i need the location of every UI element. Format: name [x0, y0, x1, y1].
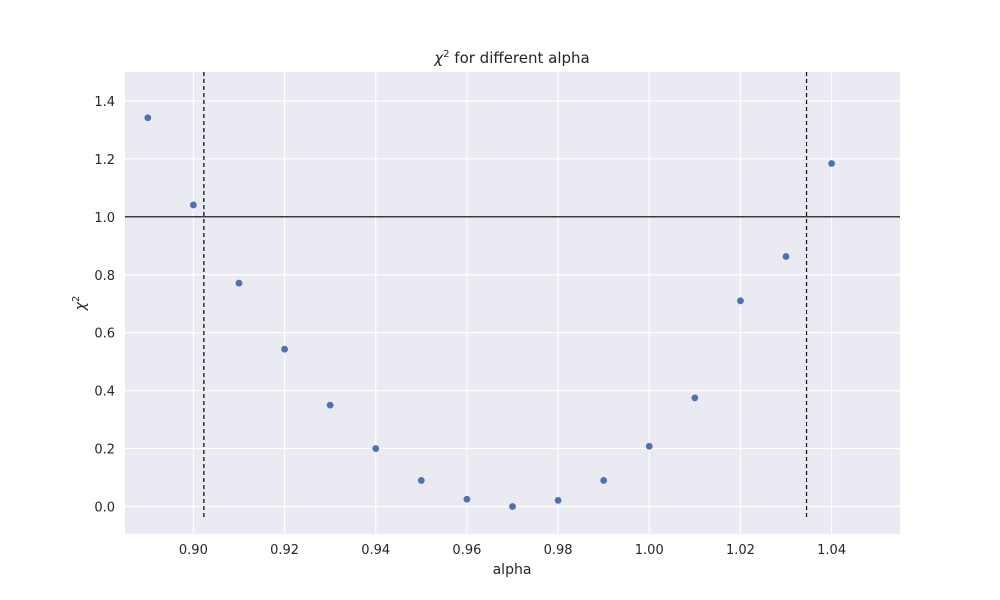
y-axis-label: χ2 — [71, 296, 89, 312]
y-tick-labels: 0.0 0.2 0.4 0.6 0.8 1.0 1.2 1.4 — [94, 95, 115, 516]
x-tick-label: 0.96 — [452, 543, 481, 558]
reference-lines — [125, 72, 900, 520]
y-tick-label: 0.8 — [94, 269, 115, 284]
plot-area — [125, 72, 900, 534]
x-tick-label: 0.92 — [270, 543, 299, 558]
data-point — [645, 442, 653, 450]
data-point — [782, 253, 790, 260]
title-superscript: 2 — [443, 49, 449, 60]
data-point — [235, 279, 243, 287]
data-point — [326, 401, 334, 409]
ylabel-superscript: 2 — [71, 296, 82, 302]
x-tick-label: 1.02 — [726, 543, 755, 558]
y-tick-label: 0.0 — [94, 500, 115, 515]
data-point — [417, 477, 425, 484]
title-symbol: χ — [433, 49, 444, 67]
data-point — [281, 345, 288, 353]
ylabel-symbol: χ — [73, 301, 89, 311]
x-tick-labels: 0.90 0.92 0.94 0.96 0.98 1.00 1.02 1.04 — [179, 543, 846, 558]
title-text-rest: for different alpha — [450, 49, 590, 67]
x-axis-label: alpha — [493, 562, 532, 578]
data-point — [189, 201, 197, 209]
x-tick-label: 0.94 — [361, 543, 390, 558]
x-tick-label: 0.90 — [179, 543, 208, 558]
data-point — [554, 497, 562, 504]
data-point — [600, 477, 608, 484]
data-point — [691, 394, 699, 402]
y-tick-label: 1.4 — [94, 95, 115, 110]
data-points — [144, 114, 836, 510]
data-point — [737, 297, 744, 305]
y-tick-label: 1.2 — [94, 153, 115, 168]
y-tick-label: 0.2 — [94, 443, 115, 458]
y-tick-label: 0.4 — [94, 385, 115, 400]
data-point — [828, 160, 836, 167]
data-point — [372, 445, 380, 452]
y-tick-label: 0.6 — [94, 327, 115, 342]
x-tick-label: 1.04 — [817, 543, 846, 558]
y-tick-label: 1.0 — [94, 211, 115, 226]
x-tick-label: 1.00 — [635, 543, 664, 558]
x-tick-label: 0.98 — [544, 543, 573, 558]
chart-title: χ2 for different alpha — [433, 49, 589, 67]
data-point — [463, 495, 471, 503]
data-point — [144, 114, 152, 122]
data-point — [509, 503, 516, 510]
